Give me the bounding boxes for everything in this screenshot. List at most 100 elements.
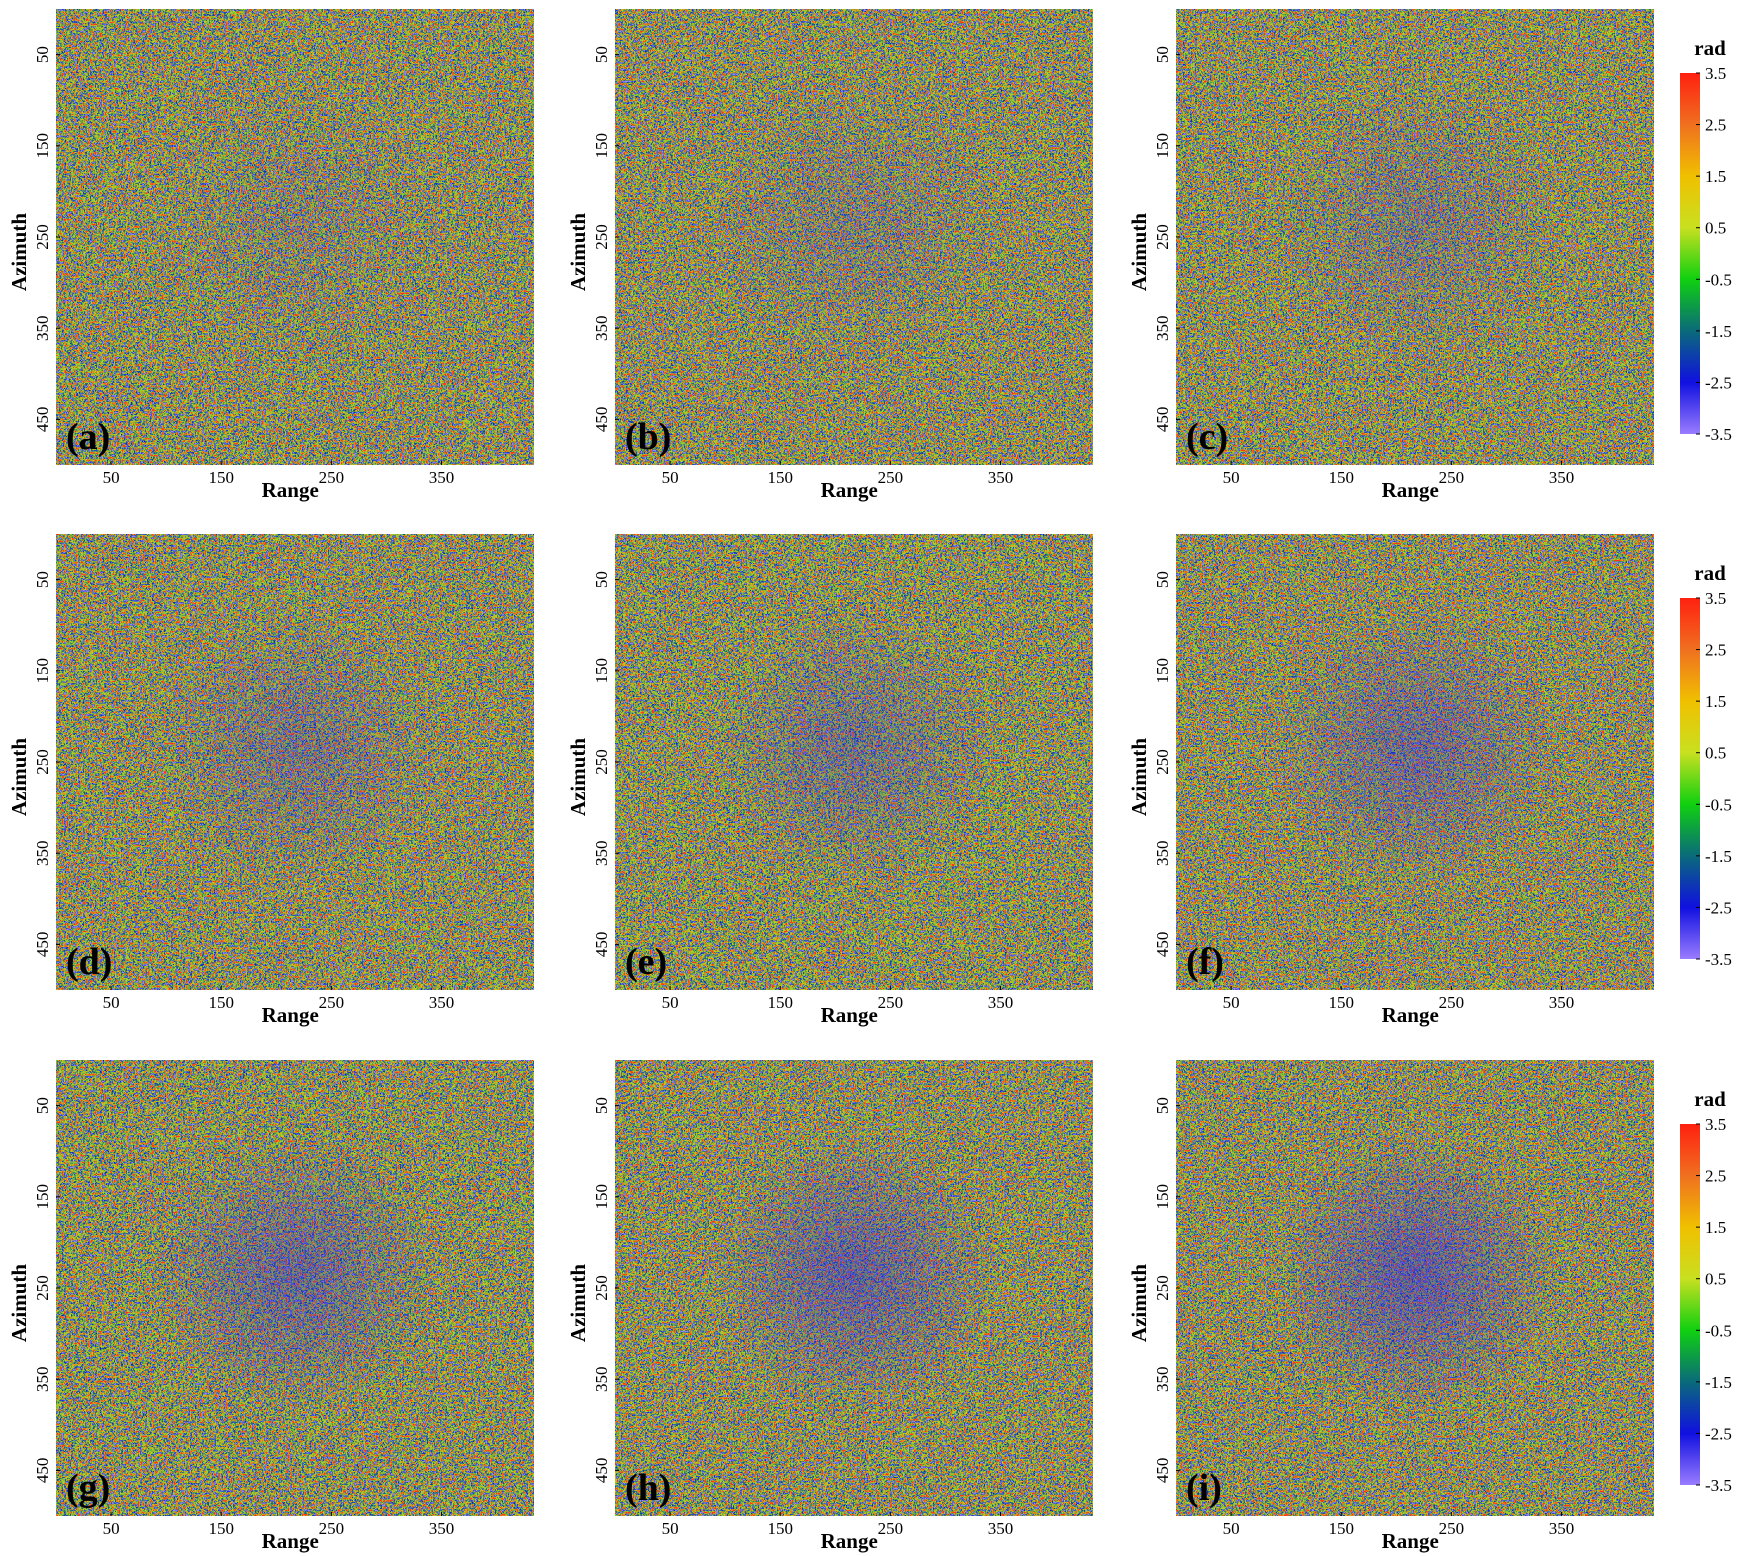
y-axis-title: Azimuth [566, 738, 590, 816]
y-tick-label: 150 [33, 1184, 52, 1210]
y-tick-label: 450 [592, 1458, 611, 1484]
y-tick-label: 350 [592, 315, 611, 341]
x-tick-label: 150 [1328, 468, 1354, 487]
y-tick-label: 150 [1153, 658, 1172, 684]
x-tick-label: 50 [662, 1519, 679, 1538]
colorbar-tick-label: -0.5 [1705, 270, 1732, 289]
y-axis-title: Azimuth [1127, 213, 1151, 291]
y-axis-title: Azimuth [1127, 738, 1151, 816]
x-tick-label: 250 [878, 993, 904, 1012]
panel-label: (e) [625, 941, 667, 983]
colorbar-tick-label: 1.5 [1705, 1218, 1726, 1237]
colorbar-tick-label: -3.5 [1705, 425, 1732, 444]
x-tick-label: 150 [767, 1519, 793, 1538]
panel-label: (a) [66, 416, 110, 458]
colorbar-tick-label: 0.5 [1705, 744, 1726, 763]
panel-label: (b) [625, 416, 671, 458]
colorbar [1680, 73, 1700, 434]
y-tick-label: 150 [1153, 133, 1172, 159]
x-tick-label: 150 [208, 993, 234, 1012]
y-tick-label: 150 [592, 658, 611, 684]
colorbar-tick-label: -1.5 [1705, 322, 1732, 341]
deformation-area [1271, 86, 1559, 361]
x-tick-label: 250 [878, 1519, 904, 1538]
y-tick-label: 250 [33, 1275, 52, 1301]
colorbar-tick-label: -2.5 [1705, 1424, 1732, 1443]
x-tick-label: 350 [1549, 993, 1575, 1012]
colorbar [1680, 598, 1700, 959]
y-tick-label: 50 [33, 571, 52, 588]
colorbar-tick-label: -0.5 [1705, 795, 1732, 814]
x-tick-label: 50 [103, 993, 120, 1012]
colorbar-tick-label: 2.5 [1705, 641, 1726, 660]
colorbar-tick-label: -2.5 [1705, 898, 1732, 917]
x-tick-label: 350 [429, 993, 455, 1012]
colorbar-tick-label: -2.5 [1705, 373, 1732, 392]
x-tick-label: 250 [878, 468, 904, 487]
x-tick-label: 50 [103, 468, 120, 487]
y-tick-label: 50 [1153, 1097, 1172, 1114]
y-tick-label: 350 [33, 315, 52, 341]
deformation-area [151, 1137, 439, 1412]
x-tick-label: 150 [1328, 993, 1354, 1012]
x-tick-label: 50 [1223, 468, 1240, 487]
x-axis-title: Range [821, 1003, 878, 1027]
deformation-area [151, 611, 439, 886]
y-tick-label: 150 [1153, 1184, 1172, 1210]
panel-label: (f) [1186, 941, 1224, 983]
x-tick-label: 250 [319, 993, 345, 1012]
y-tick-label: 350 [33, 1366, 52, 1392]
y-tick-label: 350 [1153, 1366, 1172, 1392]
y-tick-label: 350 [1153, 840, 1172, 866]
x-tick-label: 250 [1439, 993, 1465, 1012]
y-tick-label: 250 [592, 749, 611, 775]
y-tick-label: 350 [592, 840, 611, 866]
panel-label: (i) [1186, 1467, 1222, 1509]
x-tick-label: 350 [429, 468, 455, 487]
y-tick-label: 50 [592, 1097, 611, 1114]
x-tick-label: 150 [767, 993, 793, 1012]
y-tick-label: 350 [592, 1366, 611, 1392]
y-tick-label: 350 [1153, 315, 1172, 341]
x-axis-title: Range [1382, 1003, 1439, 1027]
colorbar-tick-label: 3.5 [1705, 589, 1726, 608]
y-tick-label: 450 [1153, 1458, 1172, 1484]
deformation-area [710, 86, 998, 361]
y-axis-title: Azimuth [1127, 1264, 1151, 1342]
x-axis-title: Range [262, 1529, 319, 1553]
y-axis-title: Azimuth [7, 738, 31, 816]
x-tick-label: 50 [1223, 1519, 1240, 1538]
x-tick-label: 350 [988, 468, 1014, 487]
y-tick-label: 450 [33, 407, 52, 433]
x-axis-title: Range [262, 1003, 319, 1027]
x-tick-label: 250 [319, 468, 345, 487]
y-tick-label: 50 [33, 46, 52, 63]
y-tick-label: 450 [33, 1458, 52, 1484]
colorbar-tick-label: -0.5 [1705, 1321, 1732, 1340]
y-tick-label: 250 [1153, 224, 1172, 250]
y-tick-label: 250 [592, 1275, 611, 1301]
colorbar-tick-label: -3.5 [1705, 950, 1732, 969]
x-tick-label: 350 [1549, 468, 1575, 487]
y-tick-label: 450 [592, 932, 611, 958]
x-tick-label: 150 [208, 468, 234, 487]
x-tick-label: 250 [1439, 1519, 1465, 1538]
x-tick-label: 50 [662, 468, 679, 487]
colorbar-tick-label: 1.5 [1705, 167, 1726, 186]
y-tick-label: 450 [33, 932, 52, 958]
y-tick-label: 250 [33, 749, 52, 775]
y-tick-label: 450 [1153, 407, 1172, 433]
y-tick-label: 150 [33, 658, 52, 684]
y-tick-label: 450 [592, 407, 611, 433]
x-tick-label: 150 [1328, 1519, 1354, 1538]
y-tick-label: 50 [1153, 571, 1172, 588]
panel-label: (h) [625, 1467, 671, 1509]
x-axis-title: Range [262, 478, 319, 502]
x-tick-label: 250 [1439, 468, 1465, 487]
deformation-area [1271, 1137, 1559, 1412]
panel-label: (d) [66, 941, 112, 983]
y-tick-label: 50 [592, 46, 611, 63]
colorbar-tick-label: 3.5 [1705, 64, 1726, 83]
y-axis-title: Azimuth [566, 1264, 590, 1342]
